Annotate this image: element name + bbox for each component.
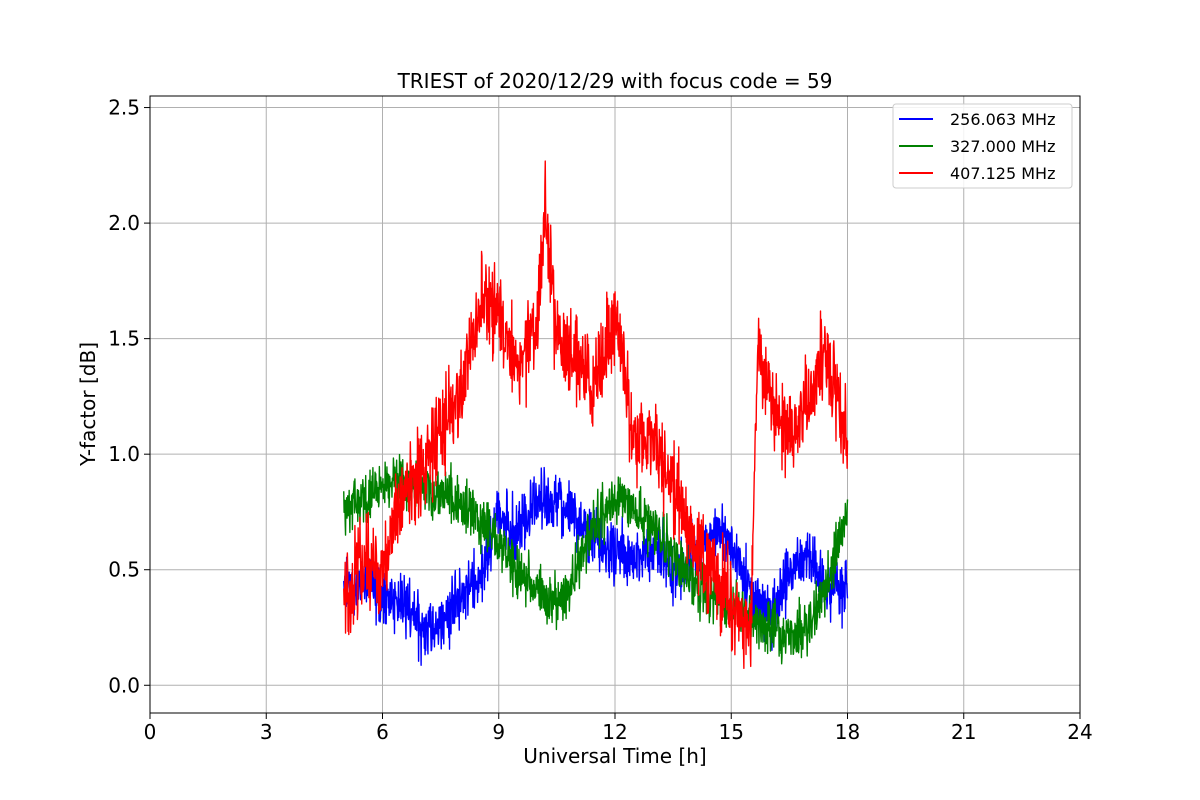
- x-tick-label: 12: [602, 720, 627, 744]
- y-tick-label: 1.5: [108, 327, 140, 351]
- x-axis-label: Universal Time [h]: [523, 744, 706, 768]
- y-tick-label: 1.0: [108, 442, 140, 466]
- legend-label-0: 256.063 MHz: [950, 110, 1055, 129]
- x-tick-label: 9: [492, 720, 505, 744]
- y-axis: 0.0 0.5 1.0 1.5 2.0 2.5: [108, 96, 150, 697]
- series-line-1: [343, 453, 849, 665]
- x-tick-label: 15: [719, 720, 744, 744]
- legend-box: [892, 103, 1073, 189]
- y-tick-label: 0.0: [108, 673, 140, 697]
- series-line-0: [343, 466, 849, 666]
- y-tick-label: 0.5: [108, 558, 140, 582]
- x-tick-label: 18: [835, 720, 860, 744]
- x-tick-label: 21: [951, 720, 976, 744]
- legend-label-1: 327.000 MHz: [950, 137, 1055, 156]
- series-layer: [343, 160, 849, 670]
- legend-label-2: 407.125 MHz: [950, 164, 1055, 183]
- y-axis-label: Y-factor [dB]: [76, 342, 100, 467]
- y-tick-label: 2.5: [108, 96, 140, 120]
- x-axis: 0 3 6 9 12 15 18 21 24: [144, 713, 1093, 744]
- legend: 256.063 MHz 327.000 MHz 407.125 MHz: [892, 103, 1073, 189]
- plot-area: [343, 160, 849, 670]
- x-tick-label: 24: [1067, 720, 1092, 744]
- chart-title: TRIEST of 2020/12/29 with focus code = 5…: [397, 69, 833, 93]
- series-line-2: [343, 160, 849, 670]
- y-tick-label: 2.0: [108, 211, 140, 235]
- x-tick-label: 6: [376, 720, 389, 744]
- x-tick-label: 0: [144, 720, 157, 744]
- x-tick-label: 3: [260, 720, 273, 744]
